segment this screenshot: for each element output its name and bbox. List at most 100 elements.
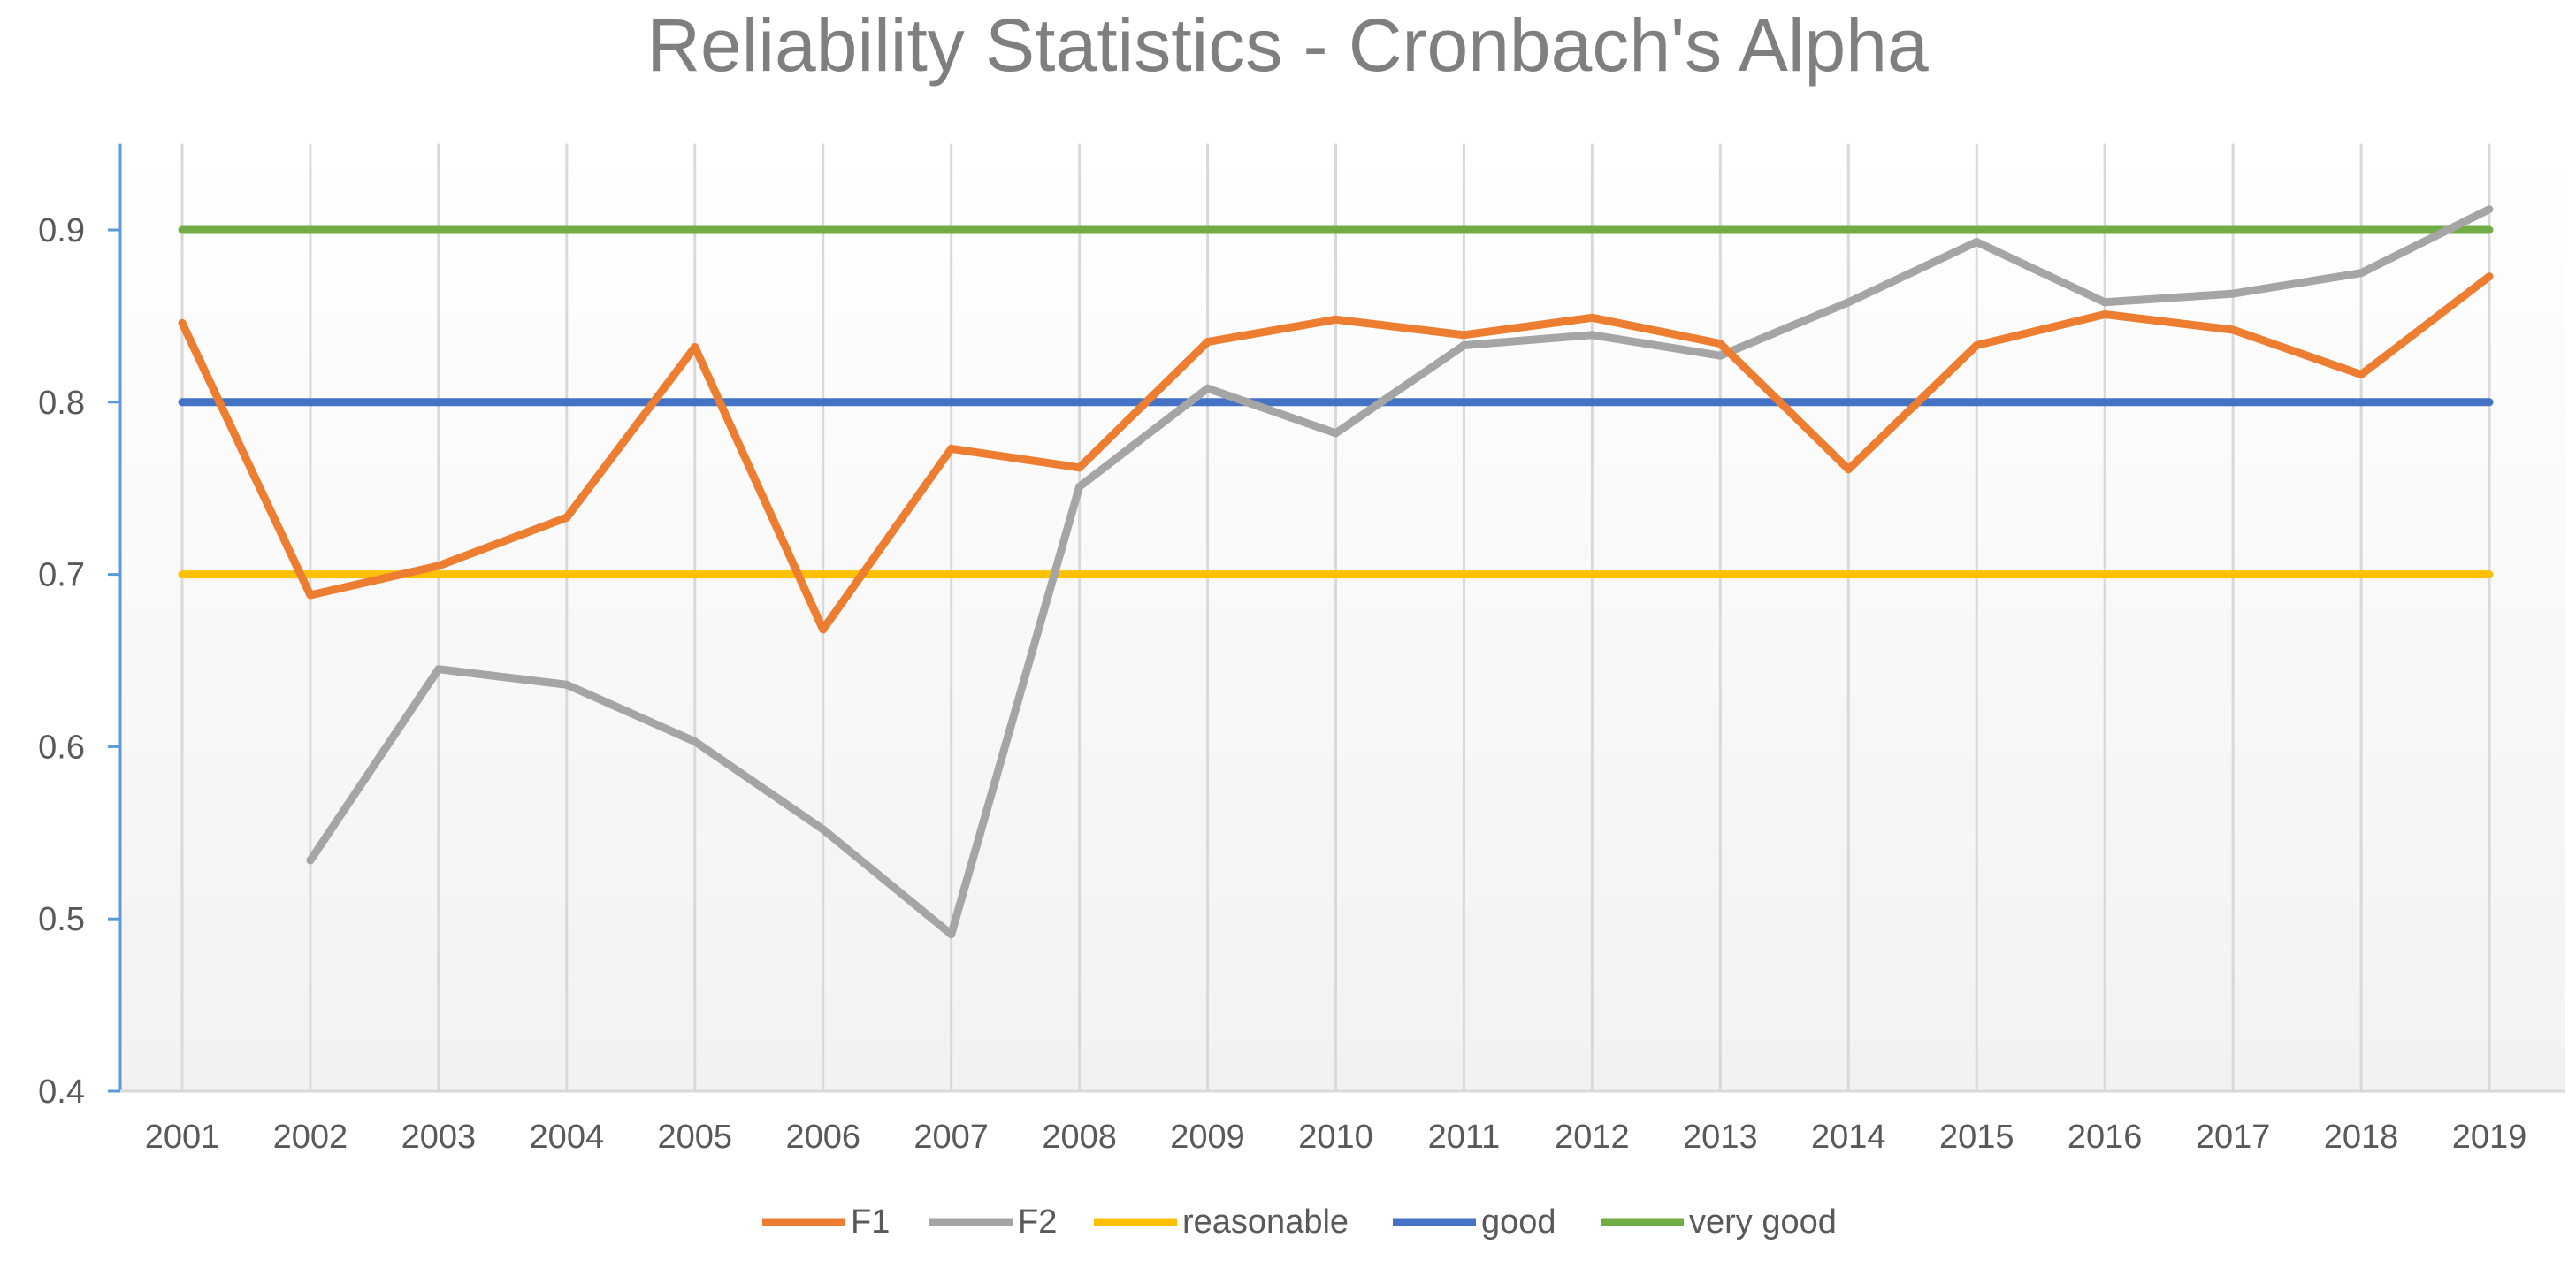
point-good-2007 [947,398,956,407]
point-very-good-2008 [1075,225,1084,234]
series-good [178,398,2494,407]
point-good-2013 [1716,398,1724,407]
x-tick-label-2003: 2003 [401,1119,477,1156]
point-F1-2008 [1075,463,1084,472]
x-tick-label-2018: 2018 [2324,1119,2399,1156]
point-F2-2006 [819,825,828,834]
point-F2-2015 [1972,238,1981,247]
point-good-2001 [178,398,187,407]
y-tick-label-0.5: 0.5 [38,901,85,938]
point-good-2009 [1204,398,1212,407]
point-reasonable-2004 [562,570,571,579]
point-F1-2016 [2100,309,2109,318]
point-F1-2018 [2357,371,2366,379]
x-tick-label-2015: 2015 [1939,1119,2014,1156]
point-good-2011 [1459,398,1468,407]
x-tick-label-2012: 2012 [1555,1119,1630,1156]
point-F1-2019 [2485,272,2494,281]
point-reasonable-2005 [691,570,699,579]
point-F1-2001 [178,318,187,327]
x-tick-label-2006: 2006 [785,1119,860,1156]
series-lines [178,205,2494,939]
x-tick-label-2013: 2013 [1683,1119,1758,1156]
point-F2-2014 [1844,298,1853,307]
point-F1-2017 [2228,325,2237,334]
x-tick-label-2014: 2014 [1811,1119,1886,1156]
x-tick-label-2019: 2019 [2452,1119,2527,1156]
point-reasonable-2007 [947,570,956,579]
point-reasonable-2002 [306,570,315,579]
gridlines [180,143,2491,1091]
point-reasonable-2014 [1844,570,1853,579]
point-very-good-2015 [1972,225,1981,234]
point-good-2002 [306,398,315,407]
x-tick-label-2017: 2017 [2196,1119,2271,1156]
point-good-2010 [1332,398,1340,407]
point-reasonable-2001 [178,570,187,579]
legend-item-good[interactable]: good [1393,1203,1556,1241]
point-F2-2016 [2100,298,2109,307]
point-reasonable-2012 [1587,570,1596,579]
point-reasonable-2008 [1075,570,1084,579]
point-good-2017 [2228,398,2237,407]
x-tick-label-2005: 2005 [658,1119,733,1156]
legend-item-very-good[interactable]: very good [1601,1203,1837,1241]
point-good-2005 [691,398,699,407]
point-F1-2004 [562,513,571,522]
y-tick-label-0.9: 0.9 [38,212,85,249]
point-good-2003 [434,398,443,407]
point-F1-2009 [1204,338,1212,347]
point-very-good-2005 [691,225,699,234]
point-F2-2017 [2228,289,2237,298]
point-very-good-2012 [1587,225,1596,234]
point-F1-2002 [306,591,315,600]
point-F2-2005 [691,737,699,746]
point-very-good-2004 [562,225,571,234]
point-F1-2006 [819,625,828,634]
point-very-good-2014 [1844,225,1853,234]
point-reasonable-2016 [2100,570,2109,579]
point-reasonable-2006 [819,570,828,579]
series-line-F2 [307,205,2492,939]
point-reasonable-2010 [1332,570,1340,579]
point-very-good-2001 [178,225,187,234]
chart-title: Reliability Statistics - Cronbach's Alph… [646,4,1929,87]
point-F2-2008 [1075,482,1084,491]
legend-item-reasonable[interactable]: reasonable [1094,1203,1349,1241]
point-good-2006 [819,398,828,407]
legend-item-F1[interactable]: F1 [762,1203,890,1241]
legend-label-reasonable: reasonable [1182,1203,1349,1241]
legend-label-good: good [1481,1203,1556,1241]
point-reasonable-2015 [1972,570,1981,579]
point-very-good-2009 [1204,225,1212,234]
point-F2-2007 [947,930,956,939]
point-good-2019 [2485,398,2494,407]
series-F2 [306,205,2494,939]
point-very-good-2011 [1459,225,1468,234]
point-very-good-2007 [947,225,956,234]
point-good-2008 [1075,398,1084,407]
x-tick-label-2008: 2008 [1042,1119,1117,1156]
point-very-good-2013 [1716,225,1724,234]
point-reasonable-2003 [434,570,443,579]
legend-label-F2: F2 [1018,1203,1057,1241]
point-F1-2005 [691,342,699,351]
legend-label-F1: F1 [851,1203,890,1241]
point-very-good-2003 [434,225,443,234]
legend-item-F2[interactable]: F2 [929,1203,1057,1241]
series-very-good [178,225,2494,234]
point-good-2018 [2357,398,2366,407]
point-good-2015 [1972,398,1981,407]
point-very-good-2018 [2357,225,2366,234]
x-tick-label-2009: 2009 [1170,1119,1245,1156]
point-F2-2019 [2485,205,2494,214]
y-tick-label-0.8: 0.8 [38,385,85,422]
point-F2-2013 [1716,351,1724,360]
point-F2-2018 [2357,269,2366,278]
point-F1-2003 [434,562,443,570]
point-F1-2014 [1844,465,1853,474]
point-F1-2011 [1459,331,1468,340]
legend[interactable]: F1 F2 reasonable good very good [762,1203,1837,1241]
